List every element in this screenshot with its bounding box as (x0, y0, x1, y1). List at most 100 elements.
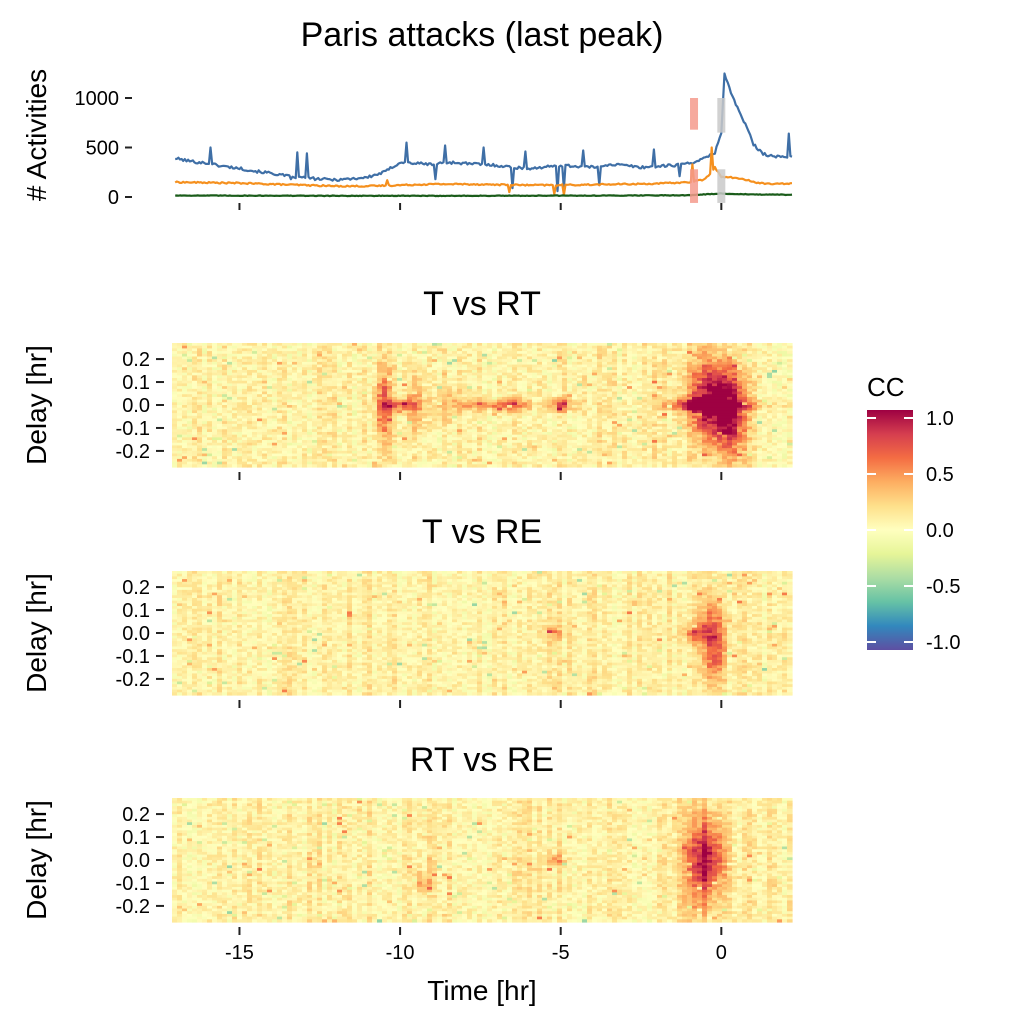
heatmap-cell (257, 426, 263, 430)
heatmap-cell (372, 356, 378, 360)
heatmap-cell (532, 380, 538, 385)
heatmap-cell (432, 367, 438, 371)
heatmap-cell (657, 448, 663, 452)
heatmap-cell (432, 450, 438, 455)
heatmap-cell (647, 410, 653, 414)
heatmap-cell (542, 402, 548, 406)
heatmap-cell (252, 367, 258, 371)
heatmap-cell (637, 426, 643, 430)
heatmap-cell (482, 367, 488, 371)
heatmap-cell (622, 369, 628, 374)
heatmap-cell (547, 369, 553, 374)
heatmap-cell (592, 372, 598, 376)
heatmap-cell (437, 391, 443, 395)
heatmap-cell (432, 426, 438, 430)
heatmap-cell (447, 383, 453, 387)
heatmap-cell (227, 386, 233, 390)
heatmap-cell (322, 461, 328, 465)
heatmap-cell (397, 431, 403, 436)
heatmap-cell (672, 353, 678, 358)
heatmap-cell (337, 361, 343, 366)
heatmap-cell (297, 364, 303, 368)
heatmap-cell (337, 378, 343, 382)
heatmap-cell (292, 343, 298, 347)
heatmap-cell (437, 380, 443, 385)
heatmap-cell (542, 458, 548, 463)
heatmap-cell (292, 448, 298, 452)
heatmap-cell (352, 423, 358, 428)
heatmap-cell (242, 418, 248, 422)
heatmap-cell (407, 413, 413, 417)
heatmap-cell (227, 418, 233, 422)
heatmap-cell (372, 399, 378, 403)
heatmap-cell (412, 450, 418, 455)
heatmap-cell (652, 429, 658, 433)
heatmap-cell (597, 388, 603, 393)
heatmap-cell (612, 359, 618, 363)
heatmap-cell (637, 402, 643, 406)
heatmap-cell (387, 369, 393, 374)
heatmap-cell (462, 367, 468, 371)
heatmap-cell (407, 464, 413, 468)
heatmap-cell (407, 353, 413, 358)
heatmap-cell (377, 383, 383, 387)
heatmap-cell (422, 386, 428, 390)
heatmap-cell (582, 369, 588, 374)
heatmap-cell (227, 394, 233, 398)
heatmap-cell (367, 388, 373, 393)
heatmap-cell (257, 418, 263, 422)
heatmap-cell (607, 356, 613, 360)
heatmap-cell (692, 442, 698, 447)
heatmap-cell (217, 353, 223, 358)
heatmap-cell (692, 418, 698, 422)
heatmap-cell (637, 434, 643, 438)
heatmap-cell (447, 396, 453, 401)
heatmap-cell (417, 345, 423, 349)
heatmap-cell (477, 391, 483, 395)
heatmap-cell (422, 456, 428, 460)
heatmap-cell (307, 383, 313, 387)
heatmap-cell (477, 367, 483, 371)
heatmap-cell (367, 461, 373, 465)
heatmap-cell (317, 410, 323, 414)
heatmap-cell (552, 388, 558, 393)
heatmap-cell (222, 372, 228, 376)
heatmap-cell (322, 356, 328, 360)
heatmap-cell (402, 405, 408, 409)
heatmap-cell (657, 437, 663, 441)
heatmap-cell (182, 364, 188, 368)
heatmap-cell (302, 413, 308, 417)
heatmap-cell (297, 343, 303, 347)
heatmap-cell (632, 437, 638, 441)
heatmap-cell (257, 348, 263, 352)
heatmap-cell (407, 383, 413, 387)
heatmap-cell (547, 405, 553, 409)
heatmap-cell (412, 458, 418, 463)
heatmap-cell (422, 458, 428, 463)
heatmap-cell (437, 383, 443, 387)
heatmap-cell (342, 426, 348, 430)
heatmap-cell (587, 388, 593, 393)
heatmap-cell (322, 434, 328, 438)
heatmap-cell (387, 391, 393, 395)
heatmap-cell (652, 407, 658, 411)
heatmap-cell (182, 372, 188, 376)
heatmap-cell (512, 364, 518, 368)
heatmap-cell (512, 450, 518, 455)
heatmap-cell (172, 394, 178, 398)
heatmap-cell (522, 405, 528, 409)
heatmap-cell (562, 421, 568, 425)
heatmap-cell (332, 356, 338, 360)
heatmap-cell (392, 461, 398, 465)
heatmap-cell (382, 461, 388, 465)
heatmap-cell (577, 407, 583, 411)
heatmap-cell (392, 383, 398, 387)
heatmap-cell (207, 445, 213, 449)
heatmap-cell (527, 413, 533, 417)
heatmap-cell (412, 369, 418, 374)
heatmap-cell (412, 402, 418, 406)
heatmap-cell (422, 353, 428, 358)
heatmap-cell (247, 353, 253, 358)
heatmap-cell (657, 429, 663, 433)
heatmap-cell (482, 361, 488, 366)
